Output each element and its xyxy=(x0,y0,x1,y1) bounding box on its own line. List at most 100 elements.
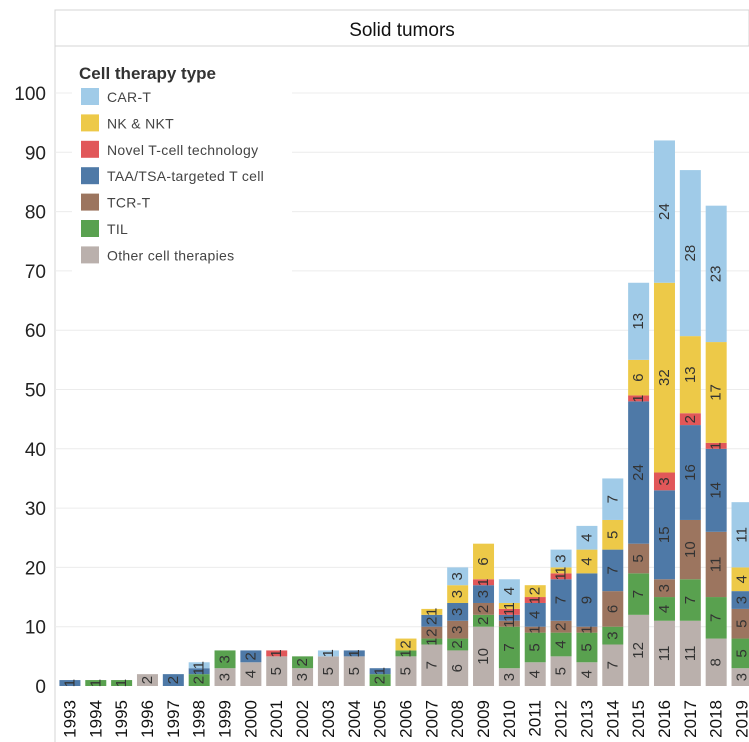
bar-til-2013 xyxy=(576,632,598,663)
bar-til-2005 xyxy=(369,674,391,686)
y-tick-label: 90 xyxy=(25,143,46,164)
bar-tcr-t-2015 xyxy=(628,543,650,574)
bar-value-label: 1 xyxy=(191,661,208,669)
x-tick-label: 2007 xyxy=(422,700,441,738)
bar-car-t-2008 xyxy=(447,567,469,586)
bar-value-label: 8 xyxy=(708,658,725,666)
bar-nk-nkt-2011 xyxy=(524,585,546,598)
bar-other-cell-therapies-2018 xyxy=(705,638,727,686)
legend-swatch xyxy=(81,88,99,105)
bar-stack-2019: 3 5 5 3 4 11 xyxy=(731,502,749,686)
bar-value-label: 3 xyxy=(449,608,466,616)
bar-stack-2005: 21 xyxy=(369,667,391,686)
bar-stack-2012: 5 4 2 7 11 3 xyxy=(550,549,572,686)
bar-value-label: 2 xyxy=(139,676,156,684)
bar-value-label: 1 xyxy=(191,667,208,675)
legend-label: TAA/TSA-targeted T cell xyxy=(107,168,264,184)
bar-stack-2002: 32 xyxy=(292,656,314,686)
bar-tcr-t-2012 xyxy=(550,620,572,633)
bar-value-label: 3 xyxy=(604,631,621,639)
bar-other-cell-therapies-2008 xyxy=(447,650,469,686)
bar-value-label: 5 xyxy=(630,554,647,562)
bar-value-label: 4 xyxy=(578,670,595,678)
bar-value-label: 2 xyxy=(553,623,570,631)
bar-value-label: 5 xyxy=(734,620,749,628)
bar-til-2014 xyxy=(602,626,624,645)
x-tick-label: 2017 xyxy=(681,700,700,738)
bar-til-1995 xyxy=(111,680,133,686)
bar-value-label: 4 xyxy=(734,575,749,583)
bar-car-t-2017 xyxy=(679,170,701,337)
bar-car-t-2013 xyxy=(576,525,598,550)
legend-item: Novel T-cell technology xyxy=(81,140,258,158)
legend-swatch xyxy=(81,140,99,158)
bar-other-cell-therapies-1996 xyxy=(136,674,158,686)
bar-novel-t-cell-technology-2015 xyxy=(628,395,650,402)
bar-til-2006 xyxy=(395,650,417,657)
bar-other-cell-therapies-2016 xyxy=(653,620,675,686)
bar-value-label: 1 xyxy=(501,608,518,616)
bar-value-label: 5 xyxy=(268,667,285,675)
bar-other-cell-therapies-2017 xyxy=(679,620,701,686)
bar-other-cell-therapies-2004 xyxy=(343,656,365,686)
bar-value-label: 3 xyxy=(734,596,749,604)
bar-stack-1996: 2 xyxy=(136,674,158,686)
bar-value-label: 10 xyxy=(475,648,492,665)
x-tick-label: 2012 xyxy=(552,700,571,738)
bar-value-label: 1 xyxy=(527,625,544,633)
bar-value-label: 5 xyxy=(578,643,595,651)
bar-value-label: 1 xyxy=(372,667,389,675)
bar-til-2002 xyxy=(292,656,314,669)
bar-stack-1993: 1 xyxy=(59,679,81,687)
legend: Cell therapy type CAR-T NK & NKT Novel T-c… xyxy=(72,58,292,273)
x-axis-ticks: 1993 1994 1995 1996 1997 1998 1999 2000 2001 2002… xyxy=(60,700,749,738)
bar-value-label: 11 xyxy=(682,646,699,662)
bar-value-label: 1 xyxy=(553,572,570,580)
y-tick-label: 60 xyxy=(25,321,46,342)
bar-stack-1998: 211 xyxy=(188,661,210,686)
bar-value-label: 17 xyxy=(708,384,725,401)
bar-value-label: 16 xyxy=(682,464,699,481)
bar-til-2007 xyxy=(421,638,443,645)
bar-value-label: 7 xyxy=(423,661,440,669)
bar-til-2009 xyxy=(473,614,495,627)
bar-car-t-2016 xyxy=(653,140,675,283)
bar-value-label: 2 xyxy=(165,676,182,684)
bar-value-label: 7 xyxy=(682,596,699,604)
bar-value-label: 1 xyxy=(527,596,544,604)
x-tick-label: 2015 xyxy=(629,700,648,738)
y-tick-label: 20 xyxy=(25,558,46,579)
bar-taa-tsa-targeted-t-cell-2009 xyxy=(473,585,495,603)
bar-til-1999 xyxy=(214,650,236,669)
bar-novel-t-cell-technology-2016 xyxy=(653,472,675,491)
bar-value-label: 13 xyxy=(630,313,647,330)
bar-value-label: 6 xyxy=(449,664,466,672)
bar-other-cell-therapies-1999 xyxy=(214,668,236,686)
bar-value-label: 32 xyxy=(656,369,673,386)
bar-taa-tsa-targeted-t-cell-2016 xyxy=(653,490,675,580)
legend-label: CAR-T xyxy=(107,89,151,105)
bar-value-label: 3 xyxy=(217,655,234,663)
bar-value-label: 10 xyxy=(682,541,699,558)
legend-label: Novel T-cell technology xyxy=(107,142,258,158)
bar-value-label: 1 xyxy=(553,566,570,574)
bar-taa-tsa-targeted-t-cell-2019 xyxy=(731,591,749,609)
bar-til-1994 xyxy=(85,680,107,686)
bar-value-label: 14 xyxy=(708,482,725,499)
bar-stack-2016: 11 4 3 15 3 32 24 xyxy=(653,140,675,686)
x-tick-label: 2009 xyxy=(474,700,493,738)
bar-nk-nkt-2013 xyxy=(576,549,598,574)
bar-tcr-t-2011 xyxy=(524,626,546,633)
bar-value-label: 1 xyxy=(423,608,440,616)
x-tick-label: 2005 xyxy=(371,700,390,738)
bar-other-cell-therapies-2007 xyxy=(421,644,443,686)
bar-value-label: 4 xyxy=(656,605,673,613)
bar-taa-tsa-targeted-t-cell-1993 xyxy=(59,680,81,686)
bar-nk-nkt-2006 xyxy=(395,638,417,651)
x-tick-label: 2014 xyxy=(603,700,622,738)
x-tick-label: 2019 xyxy=(733,700,749,738)
bar-other-cell-therapies-2009 xyxy=(473,626,495,686)
bar-value-label: 6 xyxy=(630,373,647,381)
bar-taa-tsa-targeted-t-cell-2014 xyxy=(602,549,624,592)
bar-til-2011 xyxy=(524,632,546,663)
